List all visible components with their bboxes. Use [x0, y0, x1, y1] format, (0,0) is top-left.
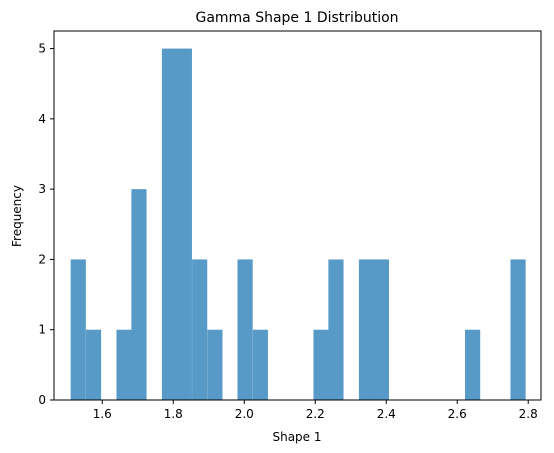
histogram-bar — [70, 259, 86, 400]
histogram-bar — [313, 329, 329, 400]
x-tick-label: 2.0 — [235, 407, 254, 421]
histogram-bar — [465, 329, 481, 400]
x-tick-label: 1.8 — [164, 407, 183, 421]
histogram-bar — [207, 329, 223, 400]
y-tick-label: 5 — [38, 42, 46, 56]
histogram-bar — [373, 259, 389, 400]
histogram-bar — [510, 259, 526, 400]
x-tick-label: 2.6 — [448, 407, 467, 421]
histogram-bar — [192, 259, 208, 400]
plot-frame — [53, 30, 542, 401]
bars-group — [70, 48, 526, 400]
x-tick-label: 2.2 — [306, 407, 325, 421]
y-axis: 0 1 2 3 4 5 — [38, 42, 54, 407]
x-tick-label: 2.8 — [519, 407, 538, 421]
histogram-bar — [161, 48, 178, 400]
y-axis-title: Frequency — [10, 185, 24, 247]
histogram-bar — [252, 329, 268, 400]
y-tick-label: 2 — [38, 252, 46, 266]
histogram-bar — [131, 189, 147, 400]
y-tick-label: 4 — [38, 112, 46, 126]
histogram-bar — [328, 259, 344, 400]
chart-title: Gamma Shape 1 Distribution — [195, 10, 398, 26]
y-tick-label: 1 — [38, 323, 46, 337]
y-tick-label: 0 — [38, 393, 46, 407]
histogram-bar — [358, 259, 375, 400]
x-axis-title: Shape 1 — [272, 430, 321, 444]
histogram-bar — [85, 329, 102, 400]
x-axis: 1.6 1.8 2.0 2.2 2.4 2.6 2.8 — [93, 400, 538, 421]
histogram-bar — [116, 329, 132, 400]
x-tick-label: 1.6 — [93, 407, 112, 421]
x-tick-label: 2.4 — [377, 407, 396, 421]
y-tick-label: 3 — [38, 182, 46, 196]
histogram-bar — [176, 48, 192, 400]
histogram-bar — [237, 259, 253, 400]
